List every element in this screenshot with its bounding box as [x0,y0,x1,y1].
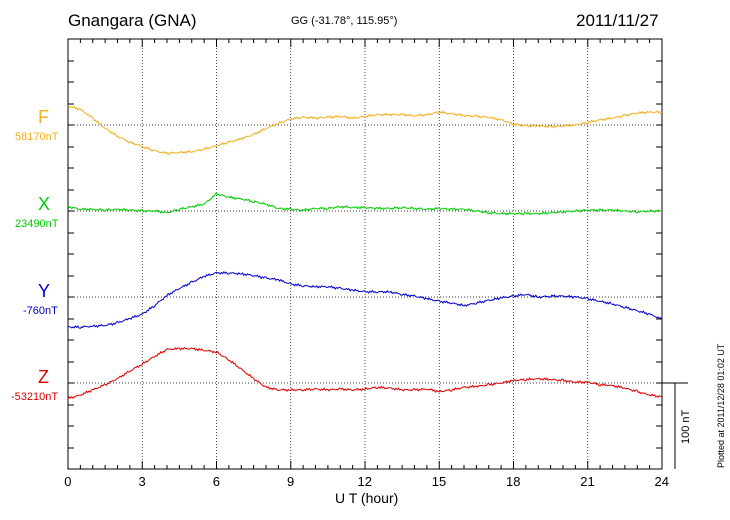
station-title: Gnangara (GNA) [68,11,197,30]
station-coordinates: GG (-31.78°, 115.95°) [291,15,398,27]
x-tick-label: 6 [212,474,220,489]
x-axis-label: U T (hour) [335,490,399,506]
x-tick-label: 3 [138,474,146,489]
tick-layer [67,39,663,469]
series-line-f [67,105,663,156]
series-baseline-z: -53210nT [11,391,59,403]
series-line-x [67,192,662,216]
series-layer [67,105,663,400]
x-tick-label: 0 [64,474,72,489]
plotted-timestamp: Plotted at 2011/12/28 01:02 UT [716,343,726,468]
series-baseline-f: 58170nT [15,131,59,143]
series-label-x: X [38,194,51,214]
scale-bar-label: 100 nT [680,409,692,444]
x-tick-label: 12 [357,474,372,489]
x-tick-label: 18 [506,474,521,489]
plot-date: 2011/11/27 [576,11,659,30]
grid-layer [68,39,662,469]
series-label-z: Z [38,367,49,387]
x-tick-label: 24 [654,474,669,489]
series-line-z [67,346,663,400]
series-baseline-x: 23490nT [15,218,59,230]
scale-bar [662,382,688,469]
x-tick-label: 15 [431,474,447,489]
x-tick-label: 9 [287,474,295,489]
series-line-y [67,270,663,329]
x-tick-label: 21 [580,474,595,489]
plot-frame [67,38,663,470]
series-baseline-y: -760nT [23,305,58,317]
series-label-y: Y [38,281,51,301]
series-label-f: F [38,107,49,127]
